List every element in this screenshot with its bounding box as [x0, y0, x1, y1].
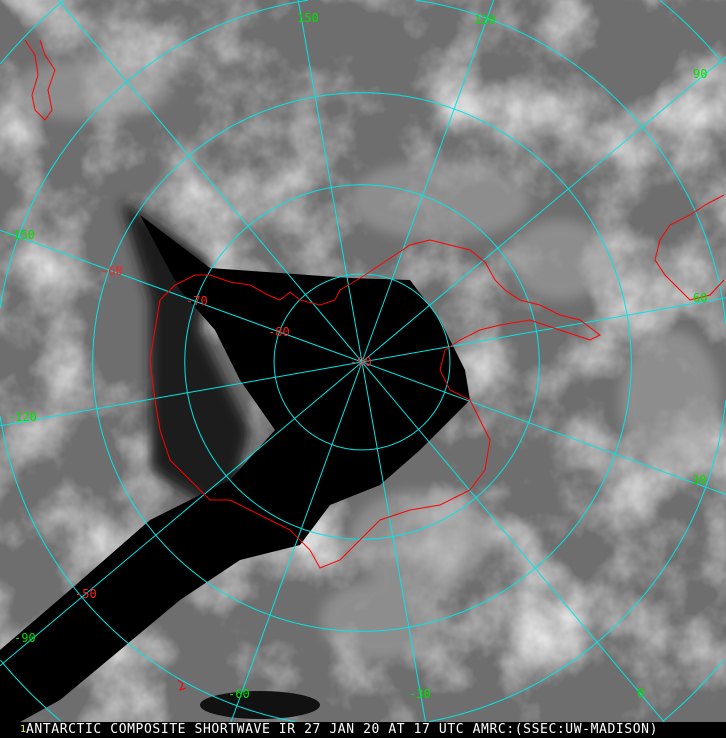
meridian-line [361, 361, 726, 495]
latitude-label: -60 [101, 264, 123, 278]
meridian-line [230, 361, 363, 722]
meridian-line [297, 0, 363, 363]
longitude-label: -120 [8, 410, 37, 424]
graticule [0, 0, 726, 722]
meridian-line [361, 56, 726, 363]
coastline [24, 39, 725, 691]
meridian-line [361, 297, 726, 363]
coast-new-zealand [24, 39, 56, 121]
latitude-circle [92, 92, 632, 632]
latitude-label: -90 [350, 355, 372, 369]
longitude-label: 60 [693, 291, 707, 305]
longitude-label: -60 [228, 687, 250, 701]
coast-antarctica [149, 239, 601, 569]
meridian-line [0, 361, 363, 427]
latitude-circle [184, 184, 540, 540]
coast-sub-antarctic-island [177, 679, 187, 691]
meridian-line [361, 361, 426, 722]
latitude-circle [0, 0, 726, 722]
longitude-label: -90 [14, 631, 36, 645]
bright-clouds [10, 60, 720, 660]
latitude-label: -50 [75, 587, 97, 601]
caption-text: ANTARCTIC COMPOSITE SHORTWAVE IR 27 JAN … [26, 722, 658, 737]
longitude-label: 150 [297, 11, 319, 25]
longitude-label: 90 [693, 67, 707, 81]
longitude-label: 0 [637, 686, 644, 700]
image-caption-bar: 1 ANTARCTIC COMPOSITE SHORTWAVE IR 27 JA… [0, 722, 726, 738]
meridian-line [361, 0, 495, 363]
latitude-circle [273, 273, 451, 451]
meridian-line [0, 229, 363, 363]
longitude-label: 30 [692, 473, 706, 487]
meridian-line [57, 0, 363, 363]
longitude-label: 120 [474, 13, 496, 27]
latitude-label: -70 [186, 294, 208, 308]
caption-marker: 1 [20, 724, 27, 735]
map-canvas: 150 120 90 60 30 0 -30 -60 -90 -120 -150 -90 -80 -70 -… [0, 0, 726, 722]
coast-south-america [654, 194, 725, 301]
latitude-circle [0, 0, 724, 722]
latitude-label: -80 [268, 325, 290, 339]
meridian-line [0, 361, 363, 667]
grid-labels: 150 120 90 60 30 0 -30 -60 -90 -120 -150 -90 -80 -70 -… [6, 11, 707, 701]
longitude-label: -150 [6, 228, 35, 242]
longitude-label: -30 [409, 687, 431, 701]
meridian-line [361, 361, 665, 722]
